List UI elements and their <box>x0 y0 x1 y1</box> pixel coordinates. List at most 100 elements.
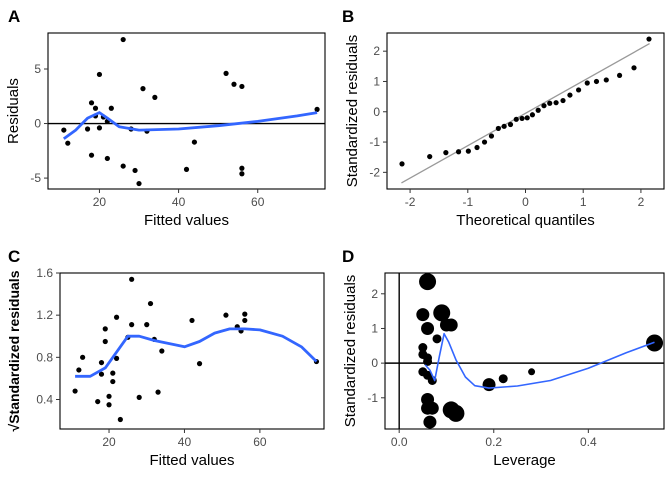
data-point <box>96 125 103 131</box>
panel-c: C 20 40 60 0.4 0.8 1.2 1.6 Fitted values √Standar… <box>6 247 325 469</box>
data-point <box>421 321 435 335</box>
data-point <box>80 354 86 360</box>
data-point <box>110 378 116 385</box>
x-tick-label: 0.2 <box>485 435 502 449</box>
data-point <box>65 140 71 146</box>
data-point <box>631 65 637 71</box>
panel-letter: C <box>8 247 20 266</box>
data-point <box>432 334 442 344</box>
data-point <box>423 356 433 366</box>
data-point <box>495 125 501 132</box>
data-point <box>399 161 405 167</box>
data-point <box>113 314 120 320</box>
data-point <box>603 77 609 83</box>
data-point <box>584 80 590 86</box>
x-axis-title: Fitted values <box>149 452 234 469</box>
data-point <box>239 165 245 171</box>
data-point <box>488 133 495 139</box>
data-point <box>474 144 480 151</box>
data-point <box>231 81 237 87</box>
data-point <box>98 359 105 366</box>
panel-letter: D <box>342 247 354 266</box>
data-point <box>136 394 142 400</box>
data-point <box>482 378 496 392</box>
y-tick-label: -1 <box>369 135 380 149</box>
data-point <box>519 115 525 122</box>
data-point <box>61 127 67 133</box>
data-point <box>529 112 536 118</box>
data-point <box>481 139 488 145</box>
data-point <box>223 312 229 318</box>
y-tick-label: 1 <box>373 74 380 88</box>
data-point <box>106 393 112 399</box>
y-tick-label: -2 <box>369 165 380 179</box>
data-point <box>242 311 248 317</box>
data-point <box>465 148 471 154</box>
x-tick-label: 0.0 <box>391 435 408 449</box>
data-point <box>95 398 101 405</box>
data-point <box>239 171 245 177</box>
x-tick-label: 20 <box>93 195 107 209</box>
panel-d: D 0.0 0.2 0.4 -1 0 1 2 Leverage Standardized resi… <box>342 247 665 469</box>
data-point <box>547 100 553 106</box>
data-point <box>239 83 245 90</box>
y-tick-label: 0.8 <box>36 350 53 364</box>
data-point <box>593 78 600 85</box>
y-tick-label: 1.6 <box>36 266 53 280</box>
panel-letter: A <box>8 7 20 26</box>
data-point <box>120 163 126 169</box>
y-tick-label: 5 <box>34 62 41 76</box>
data-point <box>541 103 547 109</box>
x-tick-label: -2 <box>405 195 416 209</box>
data-point <box>567 92 573 98</box>
data-point <box>196 361 203 367</box>
panel-frame <box>386 32 665 190</box>
y-axis-title: Residuals <box>5 78 22 144</box>
qq-reference-line <box>401 43 650 184</box>
y-axis-title: Standardized residuals <box>342 275 359 428</box>
data-point <box>553 100 559 106</box>
smooth-line <box>62 111 318 140</box>
data-point <box>575 87 582 93</box>
x-tick-label: 2 <box>638 195 645 209</box>
data-point <box>528 368 536 376</box>
data-point <box>501 123 507 129</box>
data-point <box>443 150 449 156</box>
x-tick-label: 60 <box>251 195 265 209</box>
x-tick-label: 0.4 <box>580 435 597 449</box>
data-point <box>498 374 508 384</box>
y-tick-label: 0 <box>373 105 380 119</box>
x-tick-label: 20 <box>102 435 116 449</box>
smooth-line <box>75 327 318 378</box>
panel-a: A 20 40 60 -5 0 5 Fitted values Residuals <box>5 7 326 229</box>
y-tick-label: 0.4 <box>36 392 53 406</box>
data-point <box>113 355 120 361</box>
data-point <box>120 36 126 43</box>
data-point <box>427 153 433 160</box>
data-point <box>423 415 437 429</box>
data-point <box>104 155 110 162</box>
data-point <box>129 276 135 282</box>
smooth-line <box>424 332 655 389</box>
data-point <box>108 105 114 111</box>
data-point <box>132 167 138 174</box>
data-point <box>242 317 248 324</box>
data-point <box>419 273 437 291</box>
data-point <box>152 94 158 100</box>
y-tick-label: 1.2 <box>36 308 53 322</box>
panel-frame <box>59 272 325 430</box>
data-point <box>159 348 165 354</box>
panel-frame <box>384 272 665 430</box>
data-point <box>616 72 623 79</box>
data-point <box>88 152 95 158</box>
data-point <box>418 343 428 353</box>
data-point <box>189 317 195 324</box>
data-point <box>136 180 142 187</box>
y-tick-label: -5 <box>30 171 41 185</box>
y-tick-label: 1 <box>371 321 378 335</box>
panel-letter: B <box>342 7 354 26</box>
data-point <box>433 304 451 322</box>
data-point <box>117 416 123 423</box>
x-tick-label: 40 <box>172 195 186 209</box>
